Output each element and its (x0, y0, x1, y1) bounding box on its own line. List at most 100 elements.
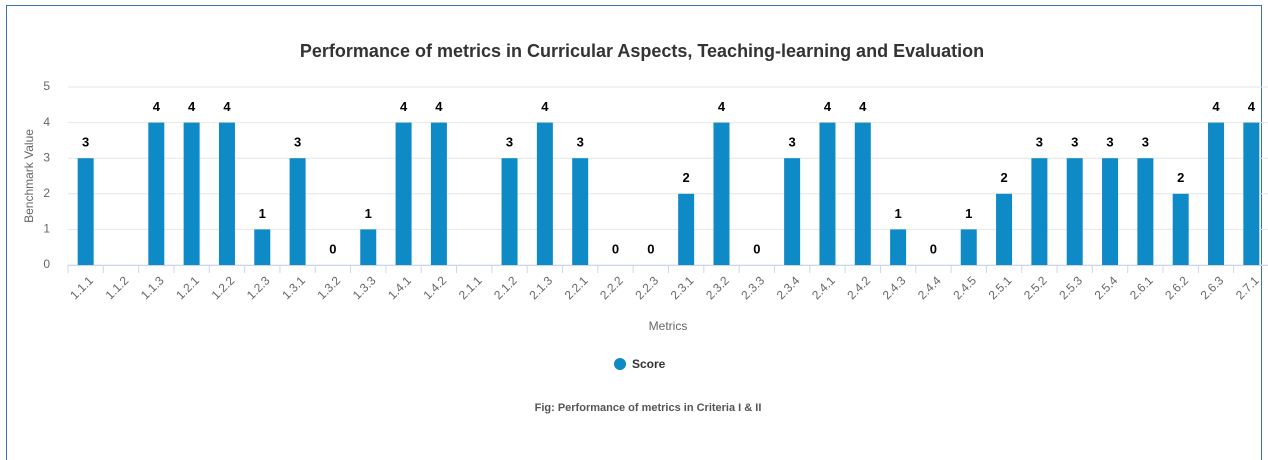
value-label: 3 (789, 135, 796, 150)
y-tick-label: 4 (43, 115, 50, 129)
frame (6, 5, 1262, 460)
x-tick-label: 2.2.3 (632, 273, 661, 302)
value-label: 3 (577, 135, 584, 150)
bar (1208, 122, 1225, 265)
x-tick-label: 2.1.3 (526, 273, 555, 302)
x-tick-label: 2.6.2 (1162, 273, 1191, 302)
x-tick-label: 2.5.2 (1021, 273, 1050, 302)
value-label: 4 (223, 99, 231, 114)
y-tick-label: 2 (43, 186, 50, 200)
bar (430, 122, 447, 265)
bar (1031, 158, 1048, 265)
bar (360, 229, 377, 265)
value-label: 4 (1248, 99, 1256, 114)
value-label: 2 (1177, 170, 1184, 185)
x-tick-label: 1.2.1 (173, 273, 202, 302)
x-tick-label: 2.4.1 (809, 273, 838, 302)
value-label: 4 (859, 99, 867, 114)
bar (854, 122, 871, 265)
y-tick-label: 3 (43, 150, 50, 164)
bar (1243, 122, 1260, 265)
caption: Fig: Performance of metrics in Criteria … (535, 402, 762, 414)
x-tick-label: 2.4.2 (844, 273, 873, 302)
value-label: 4 (541, 99, 549, 114)
bar (678, 193, 695, 265)
x-tick-label: 2.1.2 (491, 273, 520, 302)
value-label: 4 (435, 99, 443, 114)
value-label: 3 (1071, 135, 1078, 150)
x-tick-label: 1.1.2 (103, 273, 132, 302)
x-axis-title: Metrics (649, 319, 688, 333)
value-label: 1 (365, 206, 372, 221)
bar (890, 229, 907, 265)
x-tick-label: 1.1.1 (67, 273, 96, 302)
bar (254, 229, 271, 265)
bar (819, 122, 836, 265)
bar (183, 122, 200, 265)
x-tick-label: 1.4.1 (385, 273, 414, 302)
value-label: 0 (753, 241, 760, 256)
bar (1102, 158, 1119, 265)
bar (1066, 158, 1083, 265)
x-tick-label: 2.2.2 (597, 273, 626, 302)
legend-label: Score (632, 357, 666, 371)
value-label: 1 (965, 206, 972, 221)
x-tick-label: 2.3.2 (703, 273, 732, 302)
value-label: 3 (506, 135, 513, 150)
x-tick-label: 1.3.1 (279, 273, 308, 302)
value-label: 2 (683, 170, 690, 185)
value-label: 4 (824, 99, 832, 114)
x-tick-label: 2.6.3 (1198, 273, 1227, 302)
x-tick-label: 2.1.1 (456, 273, 485, 302)
bar (218, 122, 235, 265)
value-label: 3 (1106, 135, 1113, 150)
x-tick-label: 2.6.1 (1127, 273, 1156, 302)
x-tick-label: 2.5.3 (1056, 273, 1085, 302)
value-label: 4 (153, 99, 161, 114)
value-label: 0 (930, 241, 937, 256)
value-label: 4 (718, 99, 726, 114)
x-tick-label: 1.3.2 (315, 273, 344, 302)
value-label: 4 (188, 99, 196, 114)
x-tick-label: 1.1.3 (138, 273, 167, 302)
value-label: 2 (1000, 170, 1007, 185)
x-tick-label: 2.5.4 (1092, 273, 1121, 302)
x-tick-label: 1.2.3 (244, 273, 273, 302)
bar (713, 122, 730, 265)
bar (572, 158, 589, 265)
bar (148, 122, 165, 265)
x-tick-label: 2.3.4 (774, 273, 803, 302)
x-tick-label: 2.5.1 (986, 273, 1015, 302)
bar (395, 122, 412, 265)
bar (784, 158, 801, 265)
legend-marker (614, 358, 626, 370)
x-tick-label: 2.4.4 (915, 273, 944, 302)
y-axis-title: Benchmark Value (22, 129, 36, 223)
x-tick-label: 1.3.3 (350, 273, 379, 302)
bar (501, 158, 518, 265)
value-label: 1 (894, 206, 901, 221)
y-tick-label: 5 (43, 79, 50, 93)
chart-title: Performance of metrics in Curricular Asp… (300, 41, 984, 61)
value-label: 1 (259, 206, 266, 221)
bar (289, 158, 306, 265)
x-tick-label: 2.7.1 (1233, 273, 1262, 302)
bar (77, 158, 94, 265)
x-tick-label: 2.3.1 (668, 273, 697, 302)
value-label: 3 (1036, 135, 1043, 150)
value-label: 0 (612, 241, 619, 256)
x-tick-label: 2.4.3 (880, 273, 909, 302)
value-label: 0 (647, 241, 654, 256)
bar (1172, 193, 1189, 265)
value-label: 4 (1212, 99, 1220, 114)
y-tick-label: 1 (43, 222, 50, 236)
x-tick-label: 2.3.3 (738, 273, 767, 302)
y-tick-label: 0 (43, 257, 50, 271)
x-tick-label: 1.4.2 (420, 273, 449, 302)
value-label: 0 (329, 241, 336, 256)
bar (536, 122, 553, 265)
x-tick-label: 1.2.2 (209, 273, 238, 302)
value-label: 3 (1142, 135, 1149, 150)
bar (1137, 158, 1154, 265)
